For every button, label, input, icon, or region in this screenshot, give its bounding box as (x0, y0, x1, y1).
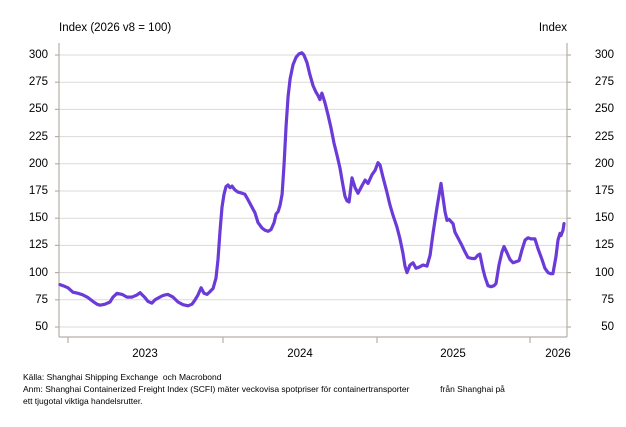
x-axis-label-2024: 2024 (287, 348, 313, 360)
y-axis-label-right: 100 (594, 266, 614, 279)
y-axis-label-left: 250 (28, 103, 48, 116)
y-axis-label-left: 175 (28, 185, 48, 197)
y-axis-label-right: 175 (594, 185, 614, 197)
y-axis-label-right: 50 (601, 321, 614, 333)
y-axis-label-right: 150 (594, 212, 614, 225)
y-axis-label-right: 200 (594, 157, 614, 170)
footer-note-line2: ett tjugotal viktiga handelsrutter. (23, 396, 143, 406)
y-axis-label-right: 75 (601, 293, 614, 306)
scfi-series-line (58, 51, 566, 308)
footer-note-line1: Anm: Shanghai Containerized Freight Inde… (23, 384, 505, 394)
y-axis-label-left: 275 (28, 76, 48, 89)
x-axis-label-2023: 2023 (132, 348, 158, 360)
y-axis-label-right: 275 (594, 76, 614, 89)
y-axis-label-left: 100 (28, 266, 48, 279)
y-axis-label-left: 125 (28, 239, 48, 252)
y-axis-label-left: 225 (28, 130, 48, 143)
y-axis-label-left: 150 (28, 212, 48, 225)
y-axis-label-left: 50 (35, 321, 48, 333)
footer-source: Källa: Shanghai Shipping Exchange och Ma… (23, 372, 222, 382)
y-axis-label-left: 75 (35, 293, 48, 306)
chart-title-left: Index (2026 v8 = 100) (59, 22, 172, 34)
y-axis-label-left: 300 (28, 49, 48, 61)
y-axis-label-right: 300 (594, 49, 614, 61)
x-axis-label-2025: 2025 (440, 348, 466, 360)
y-axis-label-left: 200 (28, 157, 48, 170)
x-axis-label-2026: 2026 (545, 348, 571, 360)
y-axis-label-right: 250 (594, 103, 614, 116)
y-axis-label-right: 225 (594, 130, 614, 143)
y-axis-label-right: 125 (594, 239, 614, 252)
chart-title-right: Index (538, 22, 567, 34)
